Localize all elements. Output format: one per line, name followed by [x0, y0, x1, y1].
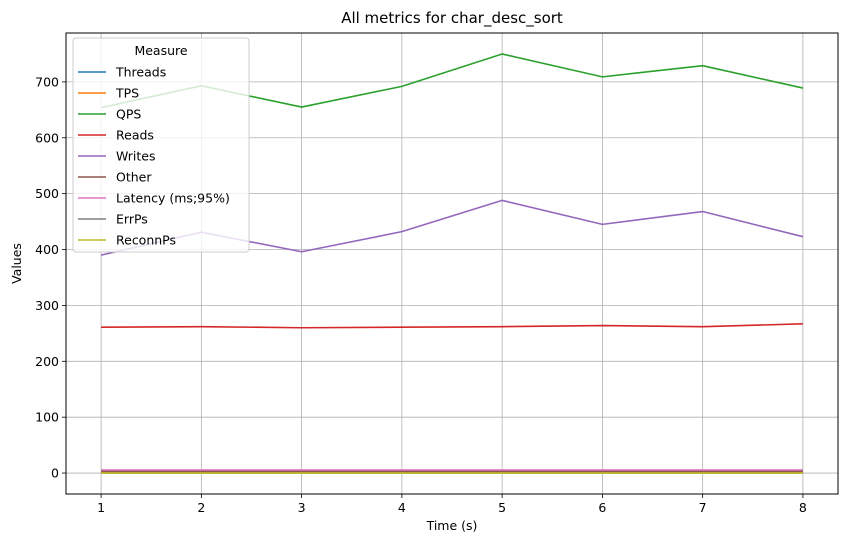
legend-label-tps: TPS: [115, 86, 139, 101]
y-tick-label: 600: [35, 130, 59, 145]
x-tick-label: 1: [97, 500, 105, 515]
x-tick-label: 4: [398, 500, 406, 515]
y-tick-label: 700: [35, 74, 59, 89]
y-tick-label: 100: [35, 410, 59, 425]
y-tick-label: 500: [35, 186, 59, 201]
x-tick-label: 3: [298, 500, 306, 515]
x-tick-label: 5: [498, 500, 506, 515]
series-line-reads: [101, 323, 803, 329]
y-axis-label: Values: [9, 243, 24, 284]
x-tick-label: 2: [197, 500, 205, 515]
legend-label-writes: Writes: [116, 149, 156, 164]
x-tick-label: 6: [598, 500, 606, 515]
x-tick-label: 8: [799, 500, 807, 515]
legend: Measure Threads TPS QPS Reads Writes Other Lat…: [72, 37, 250, 253]
y-tick-label: 300: [35, 298, 59, 313]
legend-label-other: Other: [116, 170, 152, 185]
y-tick-label: 200: [35, 354, 59, 369]
y-tick-label: 400: [35, 242, 59, 257]
legend-box: [72, 37, 250, 253]
chart-title: All metrics for char_desc_sort: [341, 9, 563, 28]
legend-label-errps: ErrPs: [116, 212, 148, 227]
legend-label-reconnps: ReconnPs: [116, 233, 176, 248]
legend-label-latency-ms-95: Latency (ms;95%): [116, 191, 230, 206]
legend-title: Measure: [134, 43, 187, 58]
x-tick-label: 7: [699, 500, 707, 515]
axis-ticks: 1 2 3 4 5 6 7 8 0 100 200 300 400 500 600 700: [35, 74, 807, 515]
x-axis-label: Time (s): [426, 518, 478, 533]
legend-label-reads: Reads: [116, 128, 154, 143]
y-tick-label: 0: [51, 466, 59, 481]
legend-label-threads: Threads: [115, 65, 166, 80]
plot-frame: [65, 32, 839, 495]
legend-label-qps: QPS: [116, 107, 141, 122]
